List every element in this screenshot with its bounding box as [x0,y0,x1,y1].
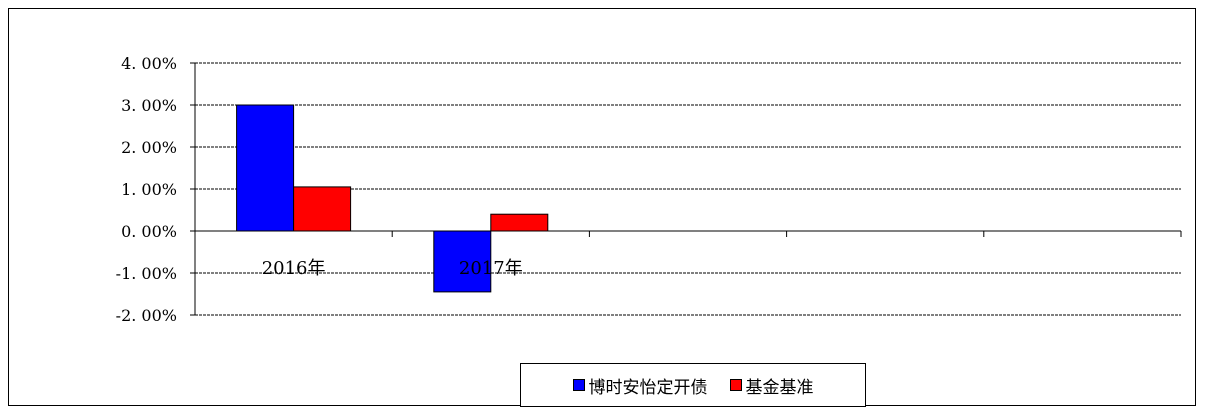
y-tick-label: 2. 00% [121,138,177,157]
legend-label-series-2: 基金基准 [745,377,814,398]
legend-swatch-series-2 [729,379,742,391]
x-category-label: 2016年 [262,258,326,279]
y-tick-label: -2. 00% [116,306,177,325]
legend: 博时安怡定开债 基金基准 [520,363,866,407]
bar-series-1 [433,230,492,293]
y-tick-label: 0. 00% [121,222,177,241]
bar-series-2 [490,213,549,232]
y-tick-label: 1. 00% [121,180,177,199]
bar-series-2 [293,186,352,232]
legend-item-series-2: 基金基准 [729,373,814,398]
legend-label-series-1: 博时安怡定开债 [588,377,708,398]
y-tick-label: 4. 00% [121,54,177,73]
y-tick-label: 3. 00% [121,96,177,115]
y-tick-label: -1. 00% [116,264,177,283]
legend-item-series-1: 博时安怡定开债 [572,373,708,398]
bar-series-1 [236,104,295,232]
legend-swatch-series-1 [572,379,585,391]
chart-frame [8,8,1196,406]
x-category-label: 2017年 [459,258,523,279]
